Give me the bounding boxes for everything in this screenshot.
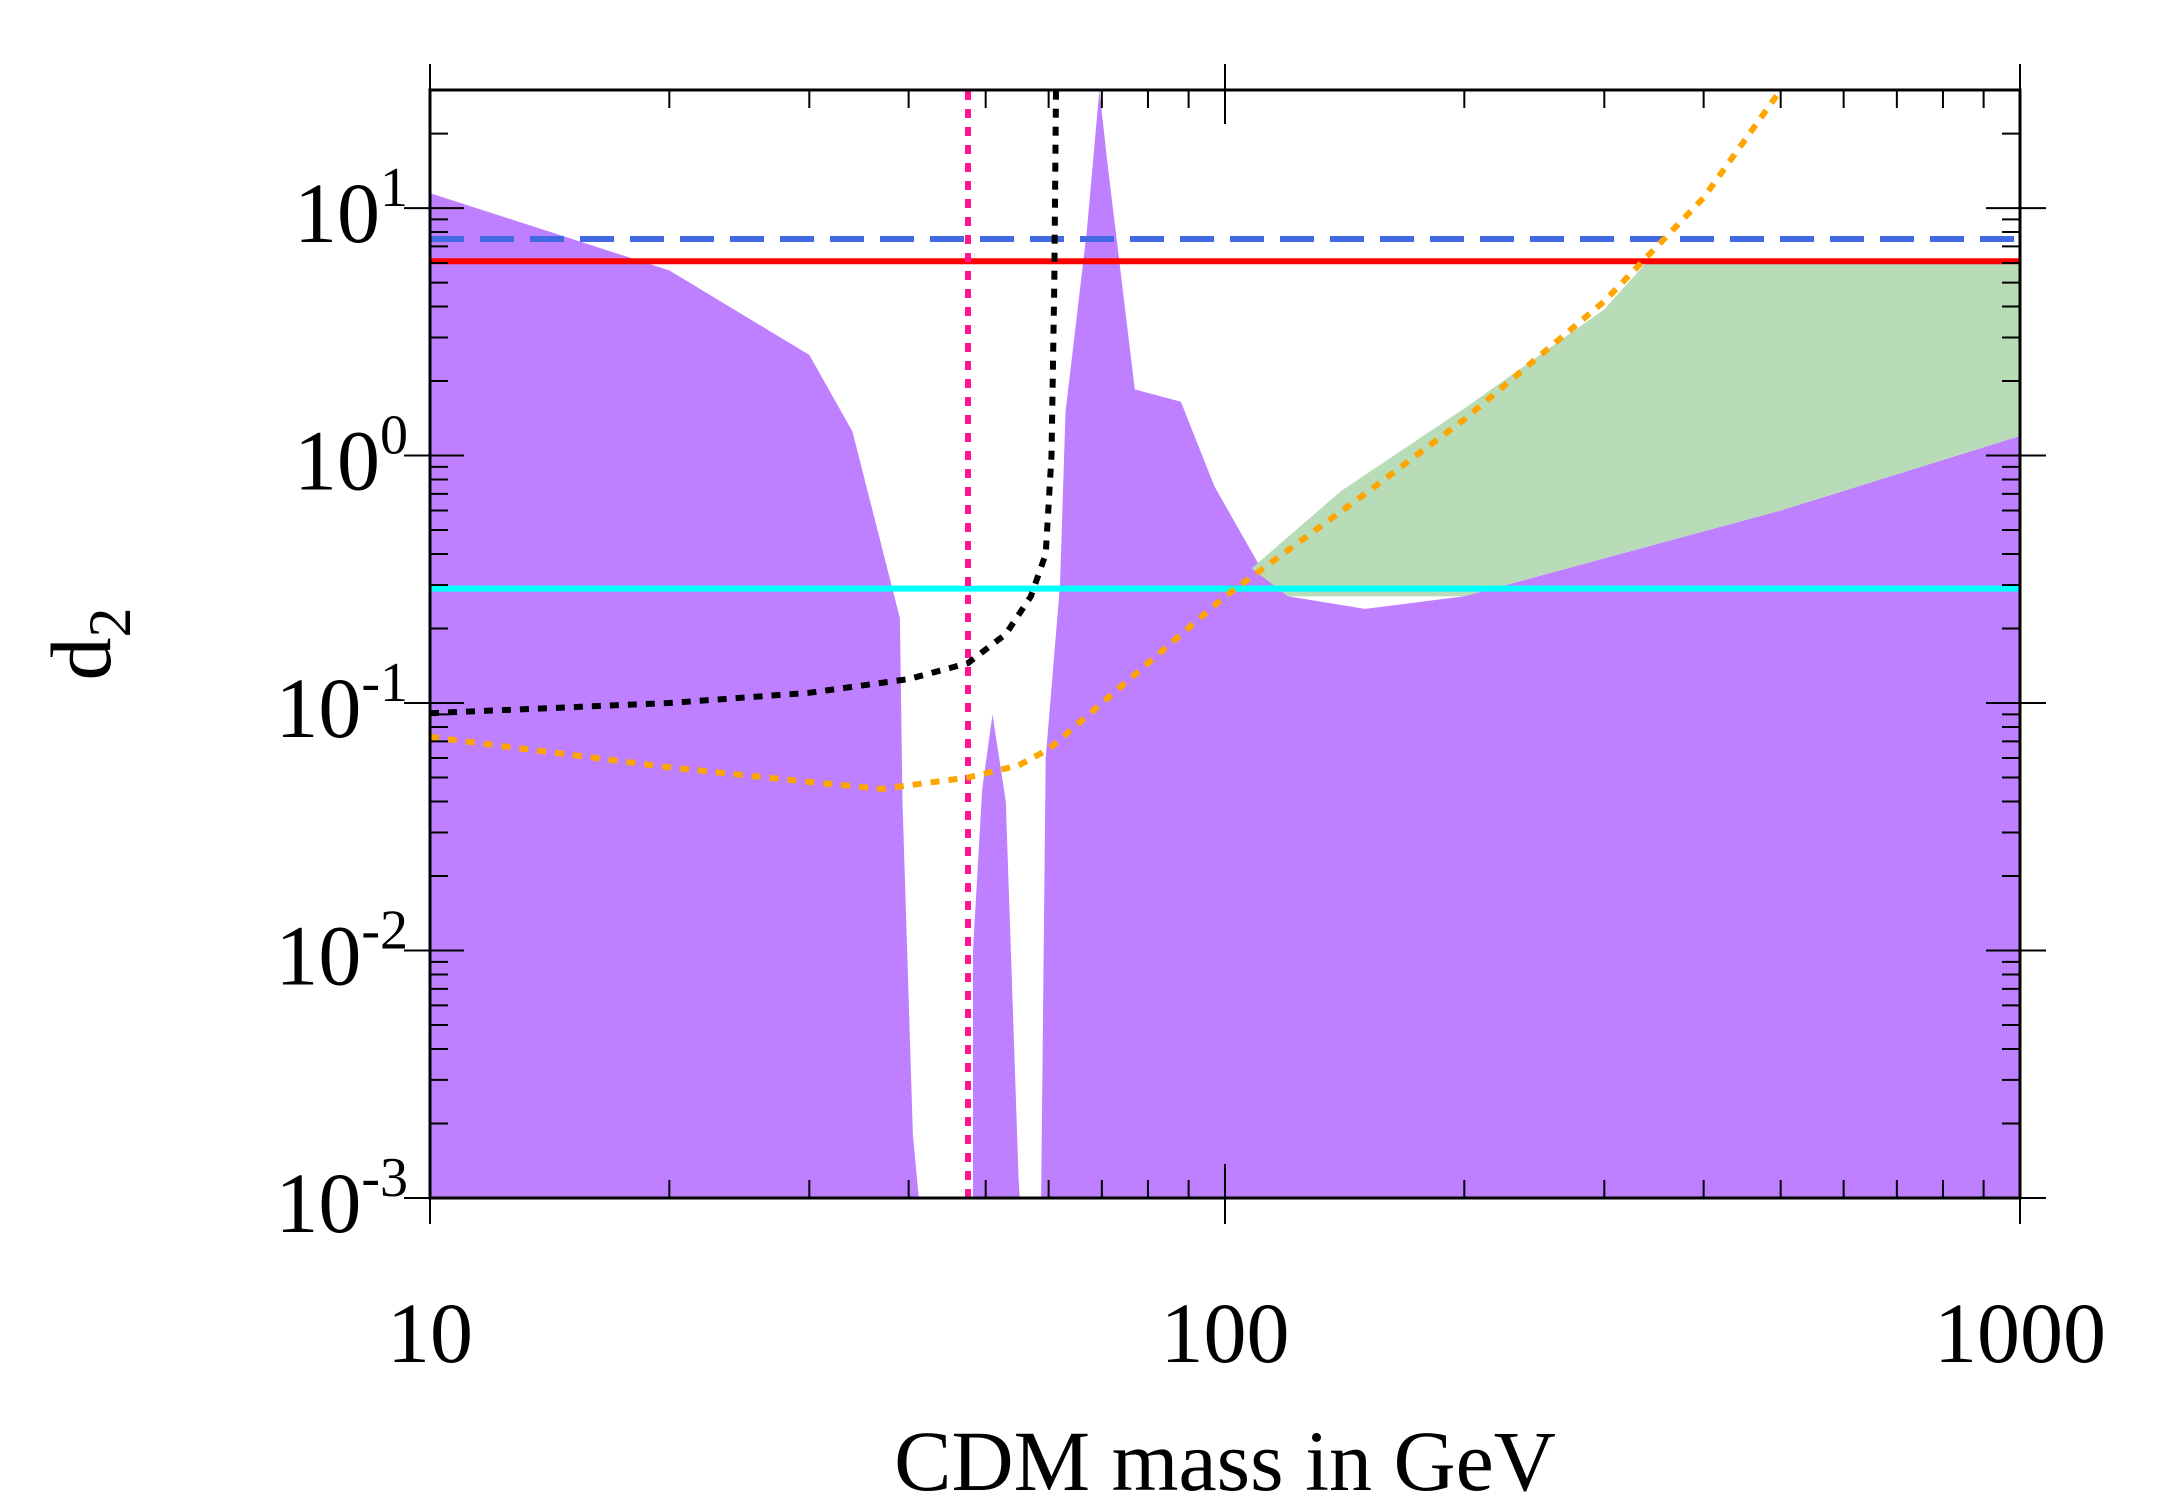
x-tick-label: 100 xyxy=(1161,1285,1290,1381)
y-tick-label: 100 xyxy=(294,405,408,509)
x-tick-labels: 10 100 1000 xyxy=(387,1285,2106,1381)
plot-frame xyxy=(428,88,2022,1200)
y-tick-label-base: 10 xyxy=(275,1155,361,1251)
y-tick-label-exponent: -2 xyxy=(361,900,408,962)
black-dotted-curve xyxy=(429,89,1059,717)
green-region xyxy=(1251,261,2020,597)
regions-layer xyxy=(430,90,2020,1198)
y-tick-label-exponent: -1 xyxy=(361,652,408,714)
y-tick-label-base: 10 xyxy=(294,165,380,261)
y-tick-label-base: 10 xyxy=(275,908,361,1004)
purple-allowed-region xyxy=(430,90,2020,1198)
y-axis-title-main: d xyxy=(33,638,129,681)
y-tick-label-exponent: -3 xyxy=(361,1147,408,1209)
lines-layer xyxy=(429,88,2020,1198)
y-axis-title: d2 xyxy=(33,608,143,681)
y-tick-label: 10-2 xyxy=(275,900,408,1004)
y-tick-label: 10-3 xyxy=(275,1147,408,1251)
y-tick-label-base: 10 xyxy=(275,660,361,756)
y-tick-label-exponent: 1 xyxy=(380,157,408,219)
x-tick-label: 1000 xyxy=(1934,1285,2106,1381)
x-tick-label: 10 xyxy=(387,1285,473,1381)
y-tick-label-exponent: 0 xyxy=(380,405,408,467)
y-tick-label: 101 xyxy=(294,157,408,261)
y-tick-label: 10-1 xyxy=(275,652,408,756)
x-axis-title: CDM mass in GeV xyxy=(894,1413,1556,1509)
y-axis-title-subscript: 2 xyxy=(77,608,143,638)
orange-dotted-curve xyxy=(429,88,1784,792)
y-tick-label-base: 10 xyxy=(294,413,380,509)
